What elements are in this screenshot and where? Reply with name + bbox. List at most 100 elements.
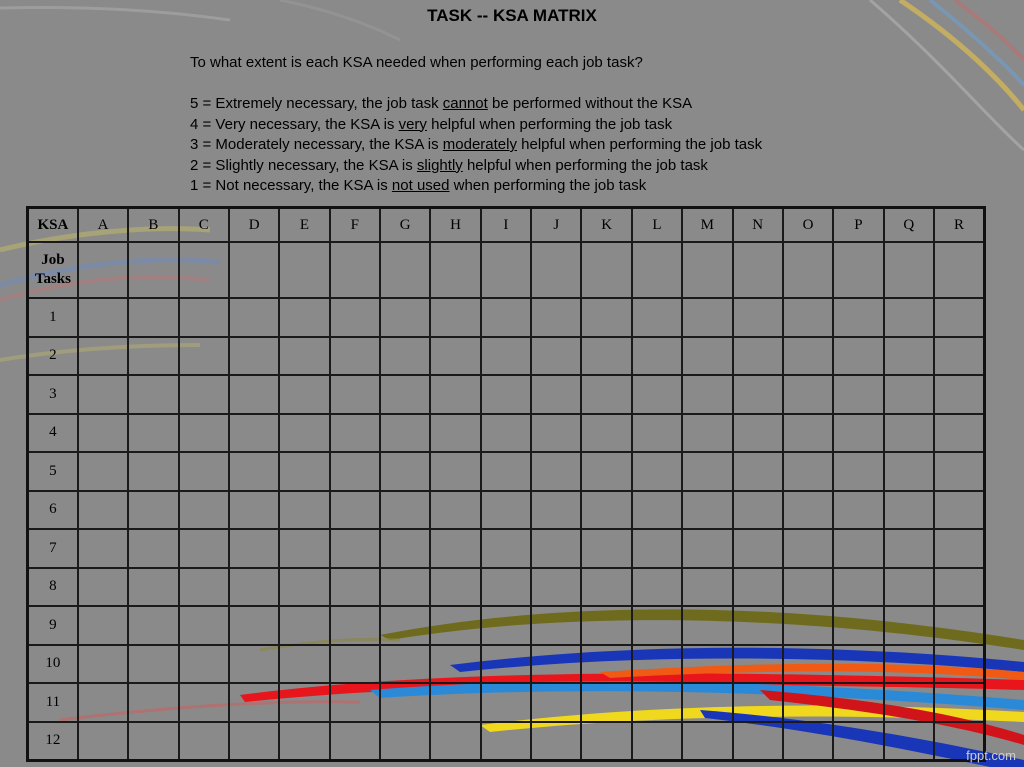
rating-cell[interactable] xyxy=(429,489,482,530)
rating-cell[interactable] xyxy=(832,451,885,492)
rating-cell[interactable] xyxy=(781,297,835,338)
rating-cell[interactable] xyxy=(227,412,281,453)
rating-cell[interactable] xyxy=(580,412,633,453)
rating-cell[interactable] xyxy=(731,297,784,338)
rating-cell[interactable] xyxy=(328,720,382,761)
rating-cell[interactable] xyxy=(177,605,230,646)
rating-cell[interactable] xyxy=(177,528,230,569)
rating-cell[interactable] xyxy=(681,335,734,376)
rating-cell[interactable] xyxy=(479,241,533,299)
rating-cell[interactable] xyxy=(76,528,130,569)
rating-cell[interactable] xyxy=(479,643,533,684)
rating-cell[interactable] xyxy=(681,297,734,338)
rating-cell[interactable] xyxy=(379,297,432,338)
rating-cell[interactable] xyxy=(731,335,784,376)
rating-cell[interactable] xyxy=(429,682,482,723)
rating-cell[interactable] xyxy=(681,720,734,761)
rating-cell[interactable] xyxy=(177,451,230,492)
rating-cell[interactable] xyxy=(278,682,331,723)
rating-cell[interactable] xyxy=(227,605,281,646)
rating-cell[interactable] xyxy=(630,489,684,530)
rating-cell[interactable] xyxy=(278,297,331,338)
rating-cell[interactable] xyxy=(530,335,583,376)
rating-cell[interactable] xyxy=(731,241,784,299)
rating-cell[interactable] xyxy=(882,566,935,607)
rating-cell[interactable] xyxy=(379,528,432,569)
rating-cell[interactable] xyxy=(479,451,533,492)
rating-cell[interactable] xyxy=(932,720,986,761)
rating-cell[interactable] xyxy=(76,297,130,338)
rating-cell[interactable] xyxy=(278,643,331,684)
rating-cell[interactable] xyxy=(177,566,230,607)
rating-cell[interactable] xyxy=(328,297,382,338)
rating-cell[interactable] xyxy=(278,528,331,569)
rating-cell[interactable] xyxy=(177,682,230,723)
rating-cell[interactable] xyxy=(227,374,281,415)
rating-cell[interactable] xyxy=(127,605,180,646)
rating-cell[interactable] xyxy=(731,566,784,607)
rating-cell[interactable] xyxy=(429,720,482,761)
rating-cell[interactable] xyxy=(328,451,382,492)
rating-cell[interactable] xyxy=(832,682,885,723)
rating-cell[interactable] xyxy=(479,528,533,569)
rating-cell[interactable] xyxy=(429,374,482,415)
rating-cell[interactable] xyxy=(580,682,633,723)
rating-cell[interactable] xyxy=(832,412,885,453)
rating-cell[interactable] xyxy=(832,643,885,684)
rating-cell[interactable] xyxy=(379,374,432,415)
rating-cell[interactable] xyxy=(932,374,986,415)
rating-cell[interactable] xyxy=(127,297,180,338)
rating-cell[interactable] xyxy=(580,335,633,376)
rating-cell[interactable] xyxy=(429,605,482,646)
rating-cell[interactable] xyxy=(731,682,784,723)
rating-cell[interactable] xyxy=(76,374,130,415)
rating-cell[interactable] xyxy=(681,528,734,569)
rating-cell[interactable] xyxy=(479,374,533,415)
rating-cell[interactable] xyxy=(429,297,482,338)
rating-cell[interactable] xyxy=(832,489,885,530)
rating-cell[interactable] xyxy=(76,412,130,453)
rating-cell[interactable] xyxy=(177,412,230,453)
rating-cell[interactable] xyxy=(882,451,935,492)
rating-cell[interactable] xyxy=(227,489,281,530)
rating-cell[interactable] xyxy=(530,412,583,453)
rating-cell[interactable] xyxy=(731,720,784,761)
rating-cell[interactable] xyxy=(379,682,432,723)
rating-cell[interactable] xyxy=(580,489,633,530)
rating-cell[interactable] xyxy=(429,643,482,684)
rating-cell[interactable] xyxy=(429,412,482,453)
rating-cell[interactable] xyxy=(781,720,835,761)
rating-cell[interactable] xyxy=(177,720,230,761)
rating-cell[interactable] xyxy=(76,241,130,299)
rating-cell[interactable] xyxy=(127,566,180,607)
rating-cell[interactable] xyxy=(832,241,885,299)
rating-cell[interactable] xyxy=(227,451,281,492)
rating-cell[interactable] xyxy=(127,682,180,723)
rating-cell[interactable] xyxy=(932,528,986,569)
rating-cell[interactable] xyxy=(781,412,835,453)
rating-cell[interactable] xyxy=(379,643,432,684)
rating-cell[interactable] xyxy=(932,412,986,453)
rating-cell[interactable] xyxy=(177,643,230,684)
rating-cell[interactable] xyxy=(882,605,935,646)
rating-cell[interactable] xyxy=(76,605,130,646)
rating-cell[interactable] xyxy=(278,720,331,761)
rating-cell[interactable] xyxy=(328,489,382,530)
rating-cell[interactable] xyxy=(76,720,130,761)
rating-cell[interactable] xyxy=(227,643,281,684)
rating-cell[interactable] xyxy=(681,489,734,530)
rating-cell[interactable] xyxy=(681,451,734,492)
rating-cell[interactable] xyxy=(530,241,583,299)
rating-cell[interactable] xyxy=(429,335,482,376)
rating-cell[interactable] xyxy=(530,605,583,646)
rating-cell[interactable] xyxy=(932,241,986,299)
rating-cell[interactable] xyxy=(932,682,986,723)
rating-cell[interactable] xyxy=(832,605,885,646)
rating-cell[interactable] xyxy=(681,241,734,299)
rating-cell[interactable] xyxy=(681,605,734,646)
rating-cell[interactable] xyxy=(882,682,935,723)
rating-cell[interactable] xyxy=(530,528,583,569)
rating-cell[interactable] xyxy=(177,297,230,338)
rating-cell[interactable] xyxy=(731,489,784,530)
rating-cell[interactable] xyxy=(630,241,684,299)
